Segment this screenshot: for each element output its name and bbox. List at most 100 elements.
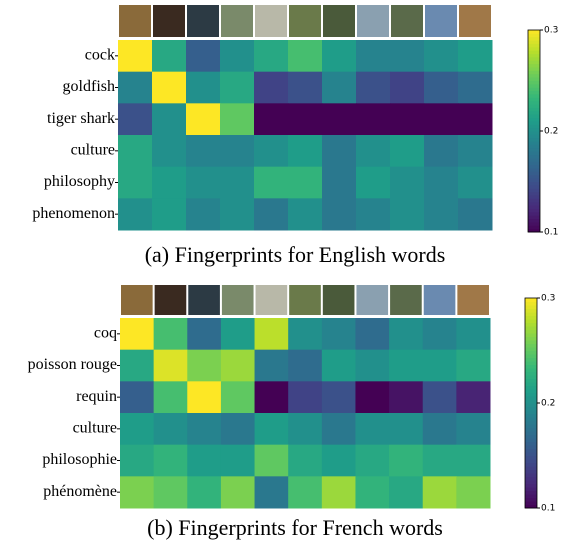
heatmap-cell <box>288 381 322 413</box>
colorbar-segment <box>528 74 540 78</box>
heatmap-cell <box>118 167 153 199</box>
colorbar-segment <box>525 372 537 376</box>
colorbar-segment <box>525 309 537 313</box>
colorbar-segment <box>525 498 537 502</box>
row-label: requin <box>76 388 117 405</box>
colorbar-segment <box>525 340 537 344</box>
colorbar-segment <box>528 178 540 182</box>
thumbnail <box>221 5 253 37</box>
colorbar-segment <box>525 410 537 414</box>
colorbar-segment <box>528 77 540 81</box>
colorbar-segment <box>525 298 537 302</box>
heatmap-cell <box>255 318 289 350</box>
colorbar-tick-label: 0.3 <box>544 26 558 36</box>
colorbar-segment <box>525 316 537 320</box>
colorbar-segment <box>528 175 540 179</box>
colorbar-segment <box>525 389 537 393</box>
heatmap-cell <box>120 381 154 413</box>
heatmap-cell <box>254 72 289 104</box>
heatmap-cell <box>356 40 391 72</box>
heatmap-cell <box>322 103 357 135</box>
colorbar-segment <box>525 305 537 309</box>
colorbar-segment <box>528 198 540 202</box>
thumbnail <box>187 5 219 37</box>
colorbar-segment <box>525 449 537 453</box>
heatmap-cell <box>458 72 493 104</box>
colorbar-segment <box>525 375 537 379</box>
heatmap-cell <box>220 198 255 230</box>
colorbar-segment <box>525 438 537 442</box>
colorbar-segment <box>528 101 540 105</box>
thumbnail <box>119 5 151 37</box>
heatmap-cell <box>390 135 425 167</box>
colorbar-segment <box>525 459 537 463</box>
heatmap-cell <box>152 198 187 230</box>
heatmap-cell <box>120 318 154 350</box>
heatmap-cell <box>221 476 255 508</box>
colorbar-segment <box>525 487 537 491</box>
heatmap-cell <box>187 381 221 413</box>
colorbar-segment <box>525 347 537 351</box>
colorbar-segment <box>528 111 540 115</box>
thumbnail <box>457 285 489 315</box>
row-label: goldfish <box>63 78 115 95</box>
colorbar-segment <box>525 431 537 435</box>
heatmap-cell <box>424 198 459 230</box>
heatmap-cell <box>154 445 188 477</box>
heatmap-cell <box>458 167 493 199</box>
colorbar-segment <box>528 212 540 216</box>
heatmap-cell <box>322 350 356 382</box>
colorbar-segment <box>528 114 540 118</box>
heatmap-cell <box>255 381 289 413</box>
heatmap-cell <box>424 72 459 104</box>
heatmap-cell <box>220 135 255 167</box>
heatmap-cell <box>187 476 221 508</box>
thumbnail <box>222 285 254 315</box>
heatmap-cell <box>390 167 425 199</box>
colorbar-segment <box>528 144 540 148</box>
colorbar-segment <box>528 124 540 128</box>
heatmap-cell <box>186 103 221 135</box>
colorbar-segment <box>528 155 540 159</box>
heatmap-cell <box>355 476 389 508</box>
colorbar-segment <box>528 118 540 122</box>
heatmap-cell <box>254 135 289 167</box>
heatmap-cell <box>423 445 457 477</box>
row-label: culture <box>73 420 117 437</box>
heatmap-cell <box>152 72 187 104</box>
colorbar-segment <box>528 141 540 145</box>
colorbar-segment <box>525 452 537 456</box>
heatmap-cell <box>356 103 391 135</box>
row-label: phénomène <box>43 483 117 500</box>
heatmap-cell <box>118 72 153 104</box>
heatmap-cell <box>389 381 423 413</box>
heatmap-cell <box>120 413 154 445</box>
heatmap-cell <box>186 167 221 199</box>
colorbar-segment <box>525 326 537 330</box>
colorbar-segment <box>528 50 540 54</box>
heatmap-cell <box>423 381 457 413</box>
colorbar-segment <box>528 87 540 91</box>
heatmap-cell <box>389 318 423 350</box>
colorbar-segment <box>525 386 537 390</box>
thumbnail <box>357 5 389 37</box>
heatmap-cell <box>355 381 389 413</box>
colorbar-segment <box>525 358 537 362</box>
colorbar-segment <box>525 323 537 327</box>
colorbar-segment <box>525 393 537 397</box>
colorbar-segment <box>525 344 537 348</box>
colorbar-segment <box>528 60 540 64</box>
heatmap-cell <box>255 413 289 445</box>
colorbar-segment <box>525 501 537 505</box>
colorbar-segment <box>528 225 540 229</box>
heatmap-cell <box>288 40 323 72</box>
colorbar-segment <box>525 491 537 495</box>
colorbar-segment <box>525 400 537 404</box>
colorbar-segment <box>528 128 540 132</box>
row-label: coq <box>94 325 117 342</box>
heatmap-cell <box>322 445 356 477</box>
colorbar-segment <box>528 40 540 44</box>
colorbar-segment <box>525 463 537 467</box>
heatmap-cell <box>390 103 425 135</box>
colorbar-segment <box>525 382 537 386</box>
